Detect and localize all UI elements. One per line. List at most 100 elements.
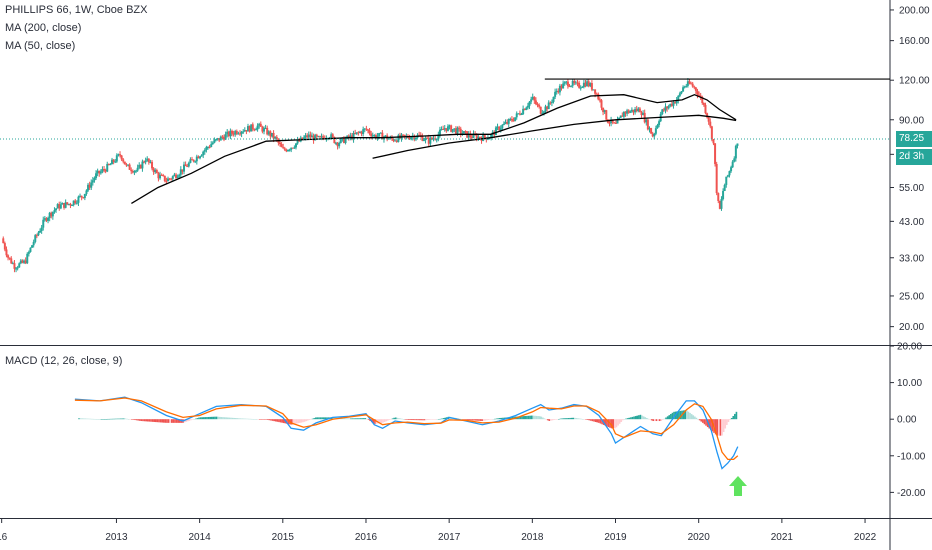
price-candle — [634, 109, 637, 113]
price-candle — [581, 86, 584, 88]
macd-histogram-bar — [199, 417, 202, 420]
macd-histogram-bar — [254, 419, 256, 420]
macd-histogram-bar — [652, 419, 655, 422]
price-candle — [58, 204, 61, 209]
macd-histogram-bar — [353, 418, 355, 420]
macd-histogram-bar — [542, 417, 544, 420]
macd-histogram-bar — [110, 418, 112, 420]
price-candle — [555, 90, 558, 92]
price-candle — [619, 115, 622, 118]
price-candle — [629, 111, 632, 113]
macd-histogram-bar — [276, 419, 279, 422]
macd-histogram-bar — [372, 419, 375, 424]
macd-histogram-bar — [268, 419, 271, 421]
price-candle — [632, 109, 635, 113]
price-candle — [216, 138, 219, 140]
price-candle — [96, 170, 99, 174]
macd-histogram-bar — [86, 418, 88, 420]
macd-histogram-bar — [566, 418, 568, 420]
macd-histogram-bar — [630, 417, 632, 420]
macd-histogram-bar — [714, 419, 717, 435]
price-candle — [55, 208, 58, 211]
macd-histogram-bar — [239, 418, 242, 420]
macd-histogram-bar — [263, 419, 266, 420]
price-candle — [5, 249, 8, 256]
price-candle — [515, 113, 518, 118]
time-tick-label: 2019 — [604, 532, 627, 543]
macd-histogram-bar — [154, 419, 157, 423]
price-candle — [402, 134, 405, 136]
price-candle — [331, 134, 334, 137]
price-candle — [192, 159, 195, 162]
price-candle — [88, 184, 91, 188]
price-candle — [82, 197, 85, 199]
price-candle — [589, 83, 592, 87]
price-candle — [175, 174, 178, 178]
price-candle — [355, 132, 358, 134]
price-candle — [453, 128, 456, 130]
macd-histogram-bar — [487, 419, 490, 420]
macd-histogram-bar — [354, 418, 357, 420]
macd-histogram-bar — [420, 419, 423, 421]
price-candle — [514, 117, 517, 121]
price-candle — [157, 173, 160, 179]
price-candle — [432, 138, 435, 140]
macd-histogram-bar — [700, 419, 703, 422]
macd-histogram-bar — [649, 419, 651, 420]
time-tick-label: 2018 — [521, 532, 544, 543]
price-candle — [37, 232, 40, 236]
macd-histogram-bar — [686, 410, 688, 420]
macd-histogram-bar — [230, 417, 232, 420]
macd-histogram-bar — [510, 417, 512, 420]
macd-histogram-bar — [162, 419, 165, 423]
price-candle — [614, 122, 617, 124]
price-candle — [669, 103, 672, 107]
macd-histogram-bar — [127, 419, 130, 420]
price-tick-label: 90.00 — [899, 115, 924, 126]
price-candle — [646, 119, 649, 130]
price-candle — [480, 138, 483, 141]
price-candle — [506, 122, 509, 124]
macd-tick-label: -10.00 — [897, 451, 926, 462]
price-candle — [712, 139, 715, 144]
price-candle — [91, 180, 94, 183]
macd-tick-label: 10.00 — [897, 378, 922, 389]
macd-histogram-bar — [321, 417, 323, 420]
macd-histogram-bar — [690, 414, 693, 420]
price-candle — [358, 131, 361, 133]
price-candle — [371, 135, 374, 137]
price-candle — [616, 119, 619, 124]
price-candle — [243, 130, 246, 132]
macd-legend: MACD (12, 26, close, 9) — [5, 355, 123, 367]
macd-histogram-bar — [617, 419, 619, 426]
macd-histogram-bar — [79, 418, 82, 420]
macd-tick-label: 0.00 — [897, 415, 917, 426]
macd-histogram-bar — [698, 419, 701, 421]
price-candle — [701, 97, 704, 104]
ma200-line — [372, 114, 737, 159]
price-candle — [42, 219, 45, 228]
macd-histogram-bar — [564, 418, 567, 420]
macd-histogram-bar — [607, 419, 610, 428]
macd-histogram-bar — [638, 415, 640, 420]
macd-histogram-bar — [414, 419, 416, 421]
price-candle — [115, 155, 118, 162]
macd-histogram-bar — [724, 419, 727, 429]
price-candle — [186, 166, 189, 168]
price-candle — [686, 81, 689, 86]
price-candle — [133, 170, 136, 173]
price-candle — [11, 263, 14, 265]
macd-histogram-bar — [524, 415, 527, 420]
macd-histogram-bar — [135, 419, 138, 421]
macd-histogram-bar — [441, 418, 443, 420]
price-candle — [298, 140, 301, 142]
macd-histogram-bar — [194, 418, 197, 420]
price-candle — [360, 131, 363, 134]
price-tick-label: 55.00 — [899, 183, 924, 194]
price-candle — [594, 89, 597, 94]
macd-histogram-bar — [422, 419, 424, 421]
macd-histogram-bar — [348, 418, 351, 420]
price-candle — [427, 137, 430, 144]
